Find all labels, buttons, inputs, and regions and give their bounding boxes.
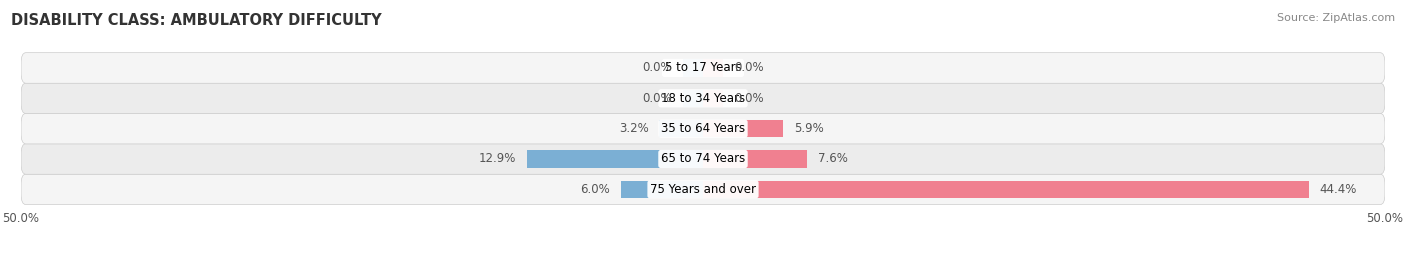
FancyBboxPatch shape xyxy=(21,174,1385,204)
Bar xyxy=(621,181,703,198)
Bar xyxy=(682,59,703,77)
Text: 12.9%: 12.9% xyxy=(479,152,516,165)
Text: 35 to 64 Years: 35 to 64 Years xyxy=(661,122,745,135)
Text: 5 to 17 Years: 5 to 17 Years xyxy=(665,61,741,75)
FancyBboxPatch shape xyxy=(21,53,1385,83)
Text: 0.0%: 0.0% xyxy=(734,61,763,75)
Bar xyxy=(659,120,703,137)
Bar xyxy=(703,120,783,137)
Bar xyxy=(682,90,703,107)
Bar xyxy=(527,150,703,168)
Bar xyxy=(703,90,724,107)
Text: 5.9%: 5.9% xyxy=(794,122,824,135)
Text: 6.0%: 6.0% xyxy=(581,183,610,196)
Bar xyxy=(703,59,724,77)
FancyBboxPatch shape xyxy=(21,83,1385,114)
Text: 0.0%: 0.0% xyxy=(643,61,672,75)
Text: 3.2%: 3.2% xyxy=(619,122,648,135)
Text: DISABILITY CLASS: AMBULATORY DIFFICULTY: DISABILITY CLASS: AMBULATORY DIFFICULTY xyxy=(11,13,382,28)
Text: 65 to 74 Years: 65 to 74 Years xyxy=(661,152,745,165)
Text: 75 Years and over: 75 Years and over xyxy=(650,183,756,196)
Text: Source: ZipAtlas.com: Source: ZipAtlas.com xyxy=(1277,13,1395,23)
Bar xyxy=(703,150,807,168)
Text: 0.0%: 0.0% xyxy=(734,92,763,105)
Text: 7.6%: 7.6% xyxy=(817,152,848,165)
Text: 44.4%: 44.4% xyxy=(1319,183,1357,196)
Legend: Male, Female: Male, Female xyxy=(638,263,768,268)
Text: 18 to 34 Years: 18 to 34 Years xyxy=(661,92,745,105)
FancyBboxPatch shape xyxy=(21,144,1385,174)
Bar xyxy=(703,181,1309,198)
FancyBboxPatch shape xyxy=(21,113,1385,144)
Text: 0.0%: 0.0% xyxy=(643,92,672,105)
